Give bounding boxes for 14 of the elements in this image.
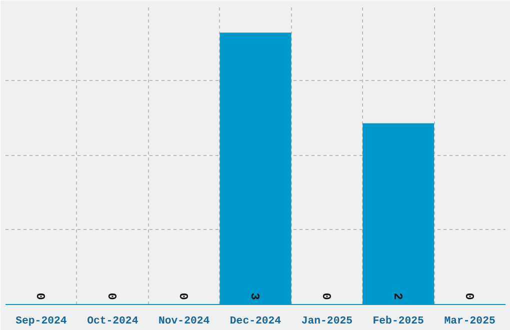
data-label: 0 [462,292,476,300]
data-label: 0 [104,292,119,300]
data-label: 3 [248,292,262,300]
data-label: 0 [318,292,333,300]
x-tick-label: Oct-2024 [87,316,139,328]
data-label: 2 [390,292,404,300]
data-label: 0 [176,292,190,300]
x-tick-label: Jan-2025 [301,316,353,328]
data-label: 0 [33,292,48,300]
x-tick-label: Mar-2025 [444,316,496,328]
x-tick-label: Feb-2025 [372,316,424,328]
x-tick-label: Sep-2024 [16,316,68,328]
x-tick-label: Nov-2024 [158,316,210,328]
x-tick-label: Dec-2024 [230,316,282,328]
